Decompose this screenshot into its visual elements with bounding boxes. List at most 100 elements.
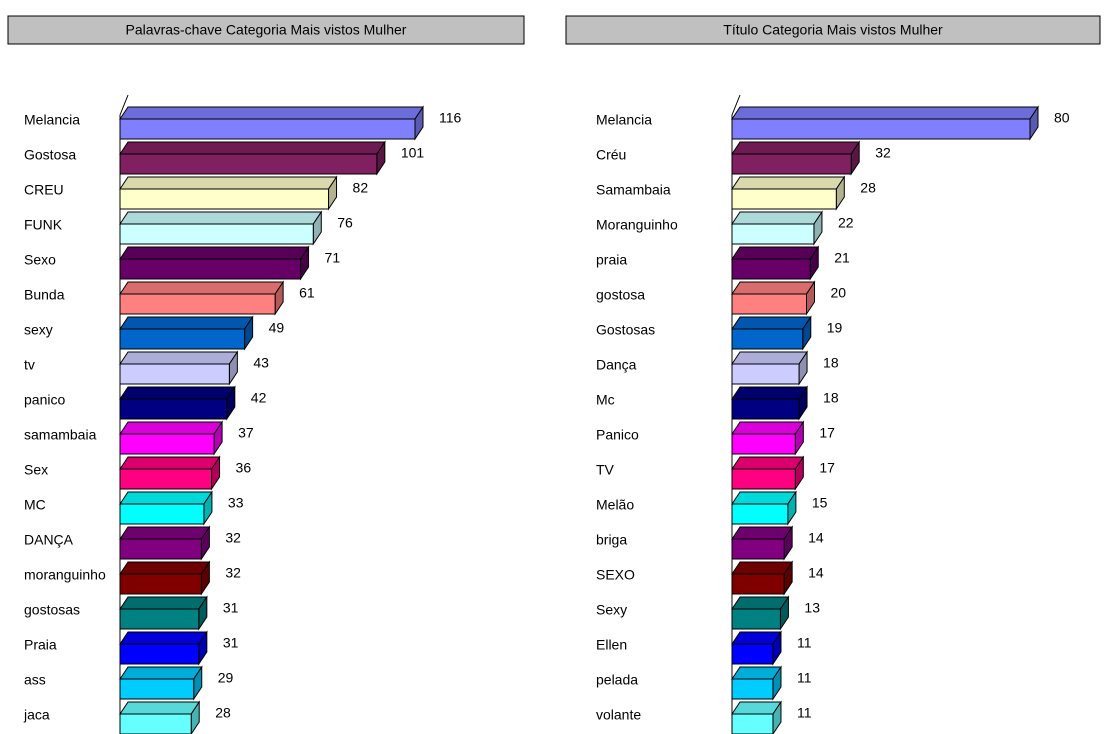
category-label: Créu [596, 147, 626, 163]
category-label: Panico [596, 427, 639, 443]
bar [119, 188, 330, 210]
bar [119, 678, 195, 700]
value-label: 18 [823, 355, 839, 371]
value-label: 43 [253, 355, 269, 371]
bar [731, 258, 811, 280]
bar-group [731, 455, 805, 491]
bar [119, 118, 416, 140]
bar-group [731, 595, 790, 631]
category-label: gostosas [24, 602, 80, 618]
bar-group [119, 210, 323, 246]
bar-group [119, 105, 424, 141]
axis-wall [119, 94, 129, 116]
bar-top [119, 351, 239, 365]
bar-top [119, 631, 208, 645]
bar [119, 363, 230, 385]
bar [119, 573, 202, 595]
value-label: 14 [808, 565, 824, 581]
bar [731, 468, 796, 490]
bar-group [731, 420, 805, 456]
category-label: Moranguinho [596, 217, 678, 233]
value-label: 28 [215, 705, 231, 721]
bar [731, 188, 837, 210]
bar [119, 258, 302, 280]
category-label: volante [596, 707, 641, 723]
bar-top [119, 106, 424, 120]
bar-group [731, 175, 846, 211]
bar-group [119, 385, 236, 421]
bar-group [731, 140, 861, 176]
value-label: 49 [269, 320, 285, 336]
bar [731, 328, 804, 350]
bar-group [119, 700, 201, 734]
bar-top [731, 421, 805, 435]
category-label: Melancia [24, 112, 80, 128]
bar [731, 503, 789, 525]
bar-group [119, 455, 221, 491]
bar-top [119, 456, 221, 470]
bar [731, 573, 785, 595]
category-label: jaca [23, 707, 50, 723]
category-label: Samambaia [596, 182, 671, 198]
value-label: 11 [797, 670, 812, 686]
bar [119, 223, 314, 245]
category-label: panico [24, 392, 65, 408]
category-label: TV [596, 462, 615, 478]
bar-top [731, 491, 797, 505]
category-label: CREU [24, 182, 64, 198]
value-label: 21 [834, 250, 850, 266]
category-label: Melão [596, 497, 634, 513]
value-label: 32 [875, 145, 891, 161]
bar-group [731, 105, 1039, 141]
value-label: 31 [223, 635, 239, 651]
category-label: moranguinho [24, 567, 106, 583]
value-label: 13 [804, 600, 820, 616]
category-label: briga [596, 532, 627, 548]
bar [119, 643, 200, 665]
bar-top [119, 561, 211, 575]
bar-group [731, 560, 794, 596]
value-label: 33 [228, 495, 244, 511]
title-box [7, 15, 525, 45]
bar-group [119, 245, 310, 281]
bar-top [119, 421, 224, 435]
bar-group [119, 490, 213, 526]
value-label: 36 [236, 460, 252, 476]
category-label: tv [24, 357, 35, 373]
category-label: MC [24, 497, 46, 513]
value-label: 32 [225, 565, 241, 581]
chart-title: Título Categoria Mais vistos Mulher [723, 22, 943, 38]
bar-group [731, 280, 816, 316]
bar-top [119, 666, 203, 680]
bar-group [731, 490, 797, 526]
bar [119, 328, 246, 350]
bar-top [731, 561, 794, 575]
value-label: 37 [238, 425, 254, 441]
bar-top [731, 281, 816, 295]
bar-top [731, 211, 823, 225]
bar-top [119, 316, 254, 330]
bar-group [119, 140, 386, 176]
chart-title: Palavras-chave Categoria Mais vistos Mul… [126, 22, 407, 38]
bar-top [119, 176, 338, 190]
category-label: Bunda [24, 287, 65, 303]
bar-top [731, 176, 846, 190]
bar-top [731, 316, 812, 330]
category-label: gostosa [596, 287, 645, 303]
bar-top [731, 351, 808, 365]
bar-group [731, 315, 812, 351]
category-label: Dança [596, 357, 637, 373]
bar-group [119, 280, 285, 316]
value-label: 17 [819, 425, 835, 441]
bar-top [731, 386, 808, 400]
bar-top [119, 246, 310, 260]
category-label: Melancia [596, 112, 652, 128]
value-label: 32 [225, 530, 241, 546]
value-label: 29 [218, 670, 234, 686]
title-box [565, 15, 1101, 45]
bar-top [119, 701, 201, 715]
bar [119, 538, 202, 560]
bar [731, 293, 807, 315]
value-label: 14 [808, 530, 824, 546]
bar-group [731, 700, 782, 734]
